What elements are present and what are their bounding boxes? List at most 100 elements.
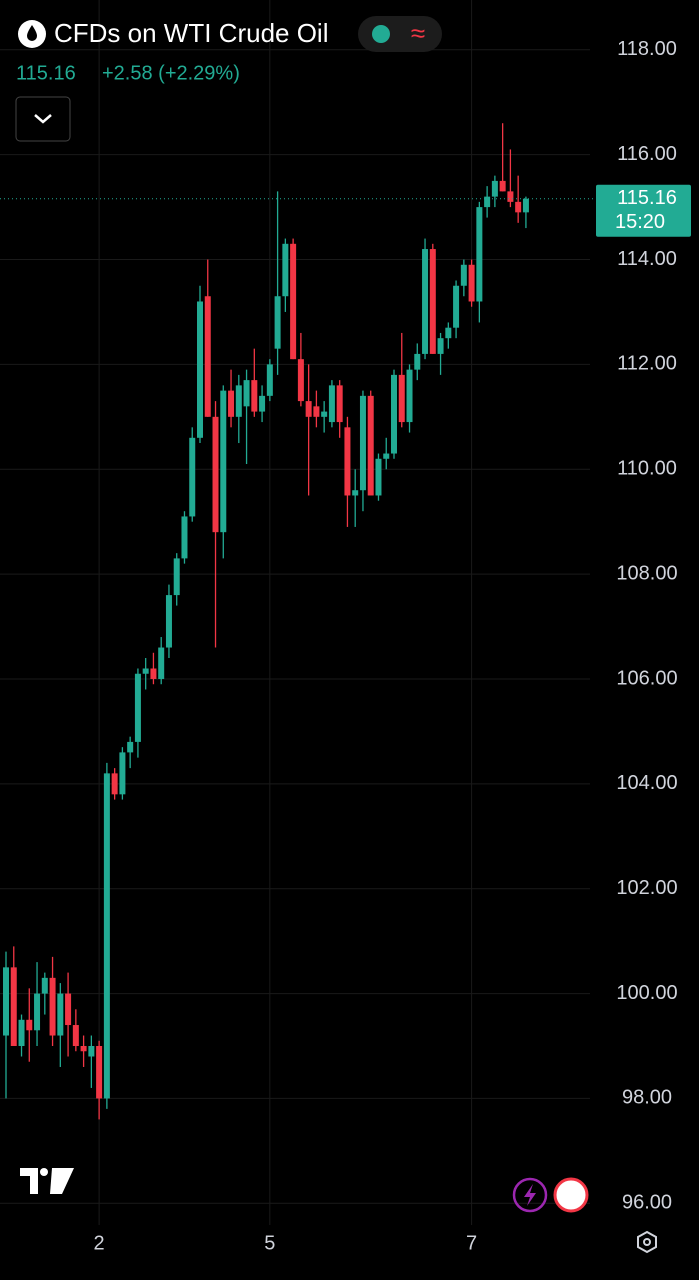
candle-body bbox=[414, 353, 421, 370]
chevron-icon bbox=[34, 114, 52, 124]
candle-body bbox=[305, 401, 312, 417]
candle-body bbox=[119, 752, 126, 795]
candle-body bbox=[375, 458, 382, 496]
flag-button[interactable] bbox=[553, 1177, 589, 1213]
candle-body bbox=[522, 198, 529, 213]
candle-body bbox=[96, 1046, 103, 1099]
candle-body bbox=[235, 385, 242, 417]
y-tick-label: 100.00 bbox=[616, 982, 677, 1004]
header-price: 115.16 bbox=[16, 62, 76, 84]
status-pill[interactable] bbox=[358, 16, 442, 52]
drop-icon bbox=[27, 25, 37, 41]
y-tick-label: 104.00 bbox=[616, 772, 677, 794]
candle-body bbox=[165, 595, 172, 648]
y-tick-label: 118.00 bbox=[617, 38, 677, 60]
candle-body bbox=[72, 1025, 79, 1047]
candle-body bbox=[297, 359, 304, 402]
candle-body bbox=[398, 374, 405, 423]
candle-body bbox=[65, 993, 72, 1026]
candle-body bbox=[422, 249, 429, 354]
y-tick-label: 108.00 bbox=[616, 562, 677, 584]
header-change: +2.58 (+2.29%) bbox=[102, 62, 240, 84]
candle-body bbox=[274, 296, 281, 349]
candle-body bbox=[321, 411, 328, 417]
candle-body bbox=[3, 967, 9, 1036]
candle-body bbox=[212, 416, 219, 533]
candle-body bbox=[328, 385, 335, 423]
y-tick-label: 98.00 bbox=[622, 1087, 672, 1109]
settings-dot bbox=[643, 1238, 651, 1246]
candle-body bbox=[406, 369, 413, 423]
candle-body bbox=[204, 296, 211, 417]
candle-body bbox=[197, 301, 203, 438]
candle-body bbox=[181, 516, 188, 559]
candle-body bbox=[499, 180, 506, 192]
candle-body bbox=[383, 453, 390, 459]
delay-icon: ≈ bbox=[411, 18, 425, 48]
x-tick-label: 7 bbox=[466, 1232, 477, 1254]
candle-body bbox=[103, 773, 110, 1099]
candle-body bbox=[220, 390, 227, 533]
candle-body bbox=[445, 327, 452, 339]
candle-body bbox=[359, 395, 366, 491]
candle-body bbox=[336, 385, 343, 423]
candle-body bbox=[80, 1046, 87, 1052]
candle-body bbox=[127, 741, 134, 753]
y-tick-label: 106.00 bbox=[616, 667, 677, 689]
expand-button[interactable] bbox=[15, 96, 71, 142]
candle-body bbox=[282, 243, 289, 297]
candle-body bbox=[344, 427, 351, 496]
candle-body bbox=[453, 285, 460, 328]
countdown-label: 15:20 bbox=[615, 211, 665, 233]
candle-body bbox=[484, 196, 491, 208]
candle-body bbox=[134, 673, 141, 742]
candle-body bbox=[41, 977, 48, 994]
candle-body bbox=[352, 490, 359, 496]
candle-body bbox=[26, 1019, 33, 1031]
candle-body bbox=[391, 374, 397, 454]
candle-body bbox=[290, 243, 297, 360]
market-open-dot bbox=[372, 25, 390, 43]
x-tick-label: 2 bbox=[94, 1232, 105, 1254]
candle-body bbox=[367, 395, 374, 496]
candle-body bbox=[57, 993, 64, 1036]
candle-body bbox=[111, 773, 118, 795]
lightning-button[interactable] bbox=[512, 1177, 548, 1213]
y-tick-label: 114.00 bbox=[617, 248, 677, 270]
candle-body bbox=[476, 207, 483, 302]
candle-body bbox=[429, 249, 436, 354]
candle-body bbox=[49, 977, 56, 1036]
y-tick-label: 102.00 bbox=[616, 877, 677, 899]
candle-body bbox=[243, 380, 250, 407]
candle-body bbox=[150, 668, 157, 679]
candle-body bbox=[266, 364, 273, 396]
candle-body bbox=[468, 264, 475, 302]
tv-logo bbox=[20, 1168, 74, 1194]
settings-icon[interactable] bbox=[637, 1230, 657, 1254]
candle-body bbox=[313, 406, 320, 417]
candle-body bbox=[491, 180, 498, 197]
last-price-box bbox=[596, 184, 691, 237]
candle-body bbox=[460, 264, 467, 286]
candle-body bbox=[34, 993, 41, 1031]
candle-body bbox=[259, 395, 266, 412]
x-tick-label: 5 bbox=[264, 1232, 275, 1254]
candle-body bbox=[88, 1046, 95, 1057]
candle-body bbox=[507, 191, 514, 202]
y-tick-label: 96.00 bbox=[622, 1192, 672, 1214]
last-price-label: 115.16 bbox=[617, 187, 677, 209]
candle-body bbox=[18, 1019, 25, 1047]
symbol-title: CFDs on WTI Crude Oil bbox=[54, 18, 329, 48]
candle-body bbox=[10, 967, 17, 1047]
candle-body bbox=[173, 558, 180, 596]
candle-body bbox=[142, 668, 149, 674]
candle-body bbox=[437, 338, 444, 354]
y-tick-label: 110.00 bbox=[617, 458, 677, 480]
candle-body bbox=[158, 647, 165, 679]
candle-body bbox=[228, 390, 235, 417]
lightning-icon bbox=[524, 1184, 536, 1206]
candle-body bbox=[189, 437, 196, 517]
candle-body bbox=[515, 201, 522, 213]
